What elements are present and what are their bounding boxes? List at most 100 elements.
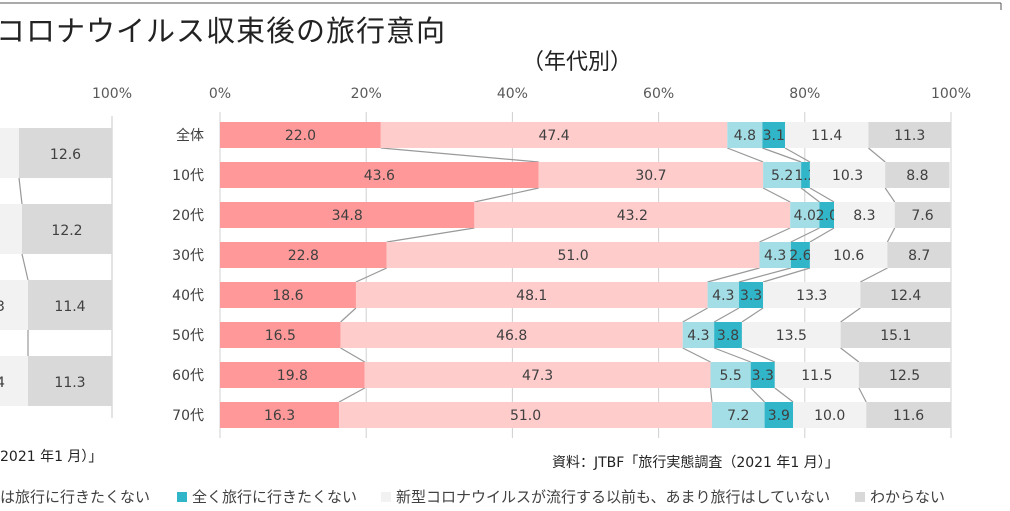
data-label: 16.5 xyxy=(265,328,296,344)
bar-segment xyxy=(819,202,835,228)
series-line xyxy=(809,187,835,203)
bar-segment xyxy=(386,242,760,268)
bar-segment xyxy=(885,162,950,188)
bar-segment xyxy=(887,242,951,268)
series-line xyxy=(386,227,475,243)
bar-segment xyxy=(790,202,820,228)
series-line xyxy=(809,227,835,243)
bar-segment xyxy=(355,282,708,308)
series-line xyxy=(774,387,794,403)
bar-segment xyxy=(339,402,712,428)
data-label: 7.2 xyxy=(727,408,749,424)
legend-item-not-want: は旅行に行きたくない xyxy=(0,486,150,507)
data-label: 47.3 xyxy=(522,368,553,384)
chart-subtitle: （年代別） xyxy=(522,50,633,75)
legend-label: 全く旅行に行きたくない xyxy=(192,488,358,506)
data-label: 46.8 xyxy=(496,328,527,344)
bar-segment xyxy=(868,122,951,148)
data-label: 8.7 xyxy=(908,248,930,264)
bar-segment xyxy=(762,122,786,148)
bar-segment xyxy=(0,128,19,178)
gridlines xyxy=(219,112,952,438)
data-label: 8.8 xyxy=(906,168,928,184)
bar-segment xyxy=(220,322,341,348)
bar-segment xyxy=(866,402,951,428)
series-line xyxy=(707,267,760,283)
series-line xyxy=(713,307,740,323)
bar-segment xyxy=(0,356,28,406)
legend-label: わからない xyxy=(870,488,946,506)
data-label: 12.5 xyxy=(889,368,920,384)
bar-segment xyxy=(894,202,951,228)
series-line xyxy=(738,267,792,283)
series-line xyxy=(727,147,764,163)
data-label: 12.2 xyxy=(51,223,82,239)
bar-segment xyxy=(727,122,763,148)
data-label: 3.1 xyxy=(763,128,785,144)
bar-segment xyxy=(741,322,841,348)
series-line xyxy=(860,267,888,283)
category-label: 70代 xyxy=(172,408,204,424)
bars: 22.0 47.4 4.8 3.1 11.4 11.343.6 30.7 5.2 1.2 10.3… xyxy=(220,122,951,428)
data-label: 18.6 xyxy=(272,288,303,304)
category-label: 60代 xyxy=(172,368,204,384)
series-line xyxy=(709,387,713,403)
series-line xyxy=(800,187,820,203)
bar-segment xyxy=(739,282,764,308)
source-note: 資料：JTBF「旅行実態調査（2021 年1 月）」 xyxy=(552,455,839,471)
series-line xyxy=(762,147,802,163)
data-label: 47.4 xyxy=(538,128,569,144)
data-label: 3.3 xyxy=(740,288,762,304)
legend-label: 新型コロナウイルスが流行する以前も、あまり旅行はしていない xyxy=(396,488,831,506)
bar-segment xyxy=(19,128,112,178)
bar-segment xyxy=(714,322,742,348)
bar-segment xyxy=(763,162,802,188)
series-line xyxy=(355,267,387,283)
data-label: 22.8 xyxy=(288,248,319,264)
bar-segment xyxy=(220,402,340,428)
bar-segment xyxy=(710,362,751,388)
category-label: 10代 xyxy=(172,168,204,184)
data-label: 11.5 xyxy=(801,368,832,384)
bar-segment xyxy=(774,362,859,388)
series-line xyxy=(759,227,791,243)
data-label: 19.8 xyxy=(277,368,308,384)
bar-segment xyxy=(711,402,765,428)
bar-segment xyxy=(380,122,728,148)
bar-segment xyxy=(28,356,112,406)
series-line xyxy=(474,187,539,203)
data-label: 3.8 xyxy=(717,328,739,344)
legend-swatch xyxy=(855,491,865,502)
data-label: 13.3 xyxy=(796,288,827,304)
data-label: 5.2 xyxy=(771,168,793,184)
category-label: 30代 xyxy=(172,248,204,264)
legend-swatch xyxy=(177,491,187,502)
y-axis: 全体 10代 20代 30代 40代 50代 60代 70代 xyxy=(172,127,204,424)
data-label: 43.2 xyxy=(617,208,648,224)
data-label: 3.9 xyxy=(768,408,790,424)
bar-segment xyxy=(28,280,112,330)
x-tick-label: 0% xyxy=(209,86,231,102)
data-label: 51.0 xyxy=(557,248,588,264)
bar-segment xyxy=(858,362,951,388)
series-line xyxy=(18,177,23,205)
data-label: 11.3 xyxy=(54,375,85,391)
bar-segment xyxy=(860,282,951,308)
data-label: 4.0 xyxy=(794,208,816,224)
bar-segment xyxy=(759,242,791,268)
series-line xyxy=(682,307,708,323)
data-label: 4.8 xyxy=(734,128,756,144)
bar-segment xyxy=(0,204,22,254)
series-lines xyxy=(338,147,896,403)
bar-segment xyxy=(707,282,740,308)
category-label: 50代 xyxy=(172,328,204,344)
data-label: 48.1 xyxy=(516,288,547,304)
bar-segment xyxy=(809,242,888,268)
bar-segment xyxy=(764,402,794,428)
series-line xyxy=(340,347,366,363)
bar-segment xyxy=(364,362,711,388)
data-label: 4.3 xyxy=(687,328,709,344)
data-label: 10.6 xyxy=(833,248,864,264)
bar-segment xyxy=(834,202,895,228)
series-line xyxy=(840,347,860,363)
